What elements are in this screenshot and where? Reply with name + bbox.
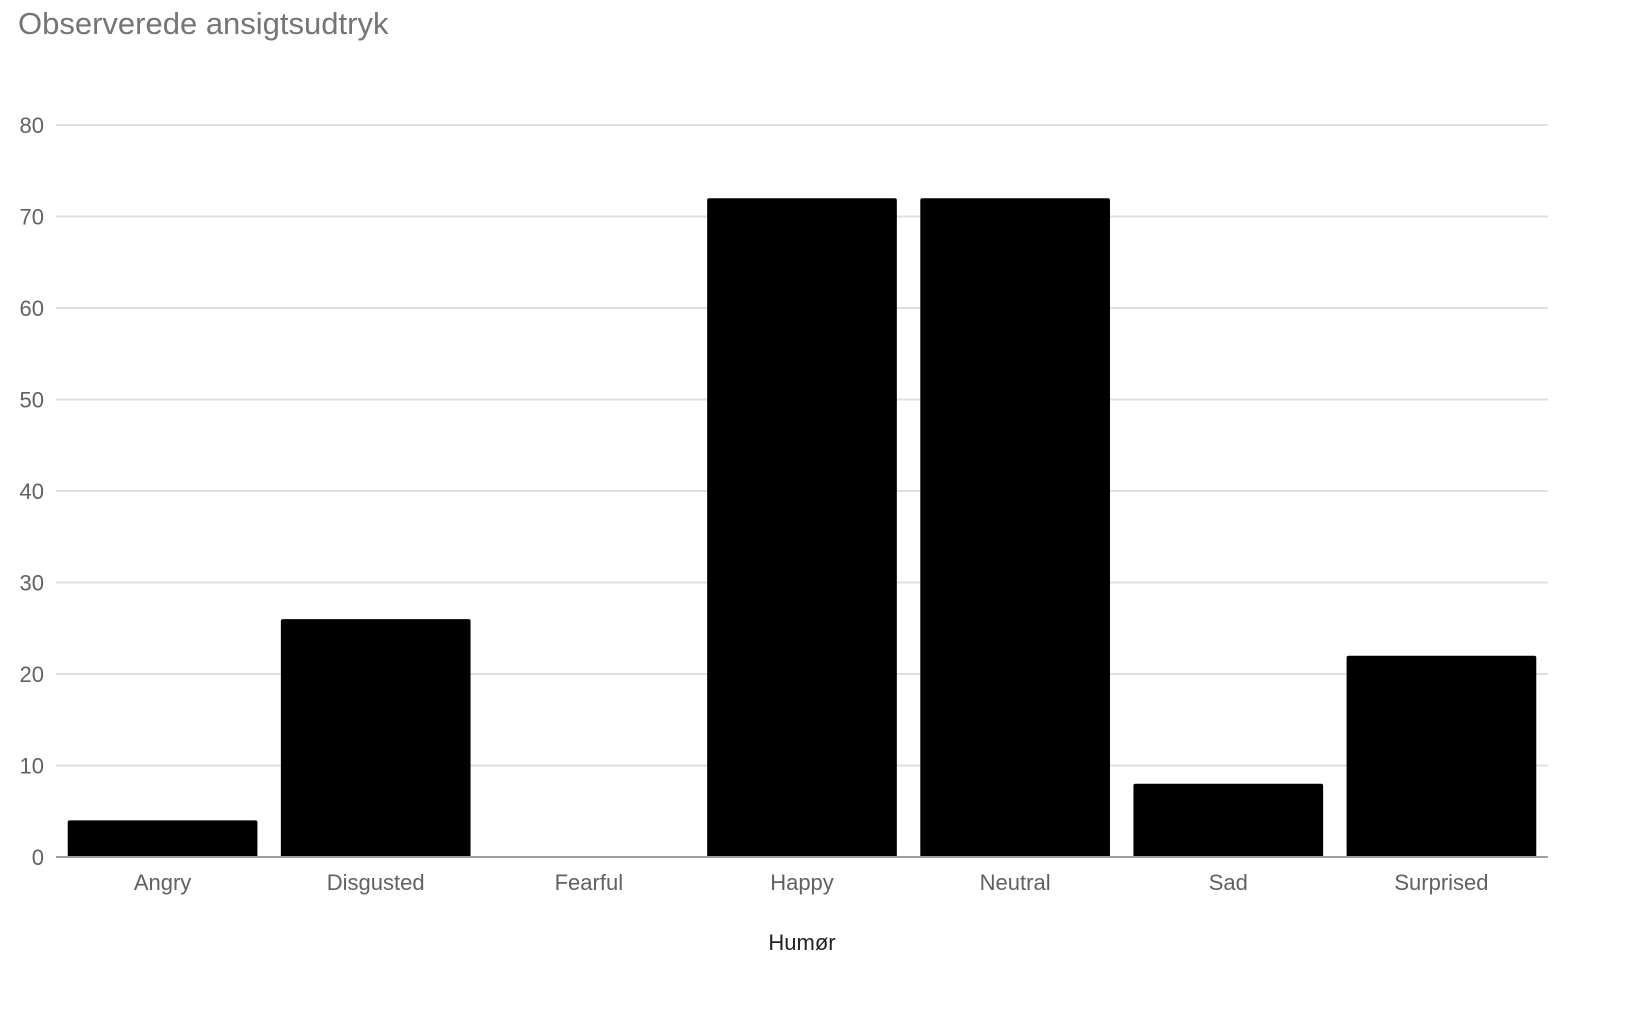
x-tick-label: Disgusted bbox=[327, 870, 425, 895]
x-tick-label: Fearful bbox=[555, 870, 623, 895]
bar-neutral bbox=[920, 198, 1110, 857]
y-tick-label: 80 bbox=[20, 113, 44, 138]
y-tick-label: 0 bbox=[32, 845, 44, 870]
y-tick-label: 30 bbox=[20, 571, 44, 596]
x-tick-label: Surprised bbox=[1394, 870, 1488, 895]
chart-title: Observerede ansigtsudtryk bbox=[18, 6, 389, 41]
bar-sad bbox=[1133, 783, 1324, 857]
x-axis-title: Humør bbox=[768, 930, 835, 955]
x-tick-label: Angry bbox=[134, 870, 191, 895]
x-tick-label: Neutral bbox=[980, 870, 1051, 895]
bar-surprised bbox=[1346, 655, 1537, 857]
bar-happy bbox=[707, 198, 897, 857]
y-tick-label: 60 bbox=[20, 296, 44, 321]
y-tick-label: 70 bbox=[20, 205, 44, 230]
bar-angry bbox=[67, 820, 258, 857]
x-tick-labels: Angry Disgusted Fearful Happy Neutral Sad Surp… bbox=[134, 870, 1489, 895]
bars bbox=[67, 198, 1537, 857]
y-tick-label: 40 bbox=[20, 479, 44, 504]
x-tick-label: Happy bbox=[770, 870, 834, 895]
y-tick-label: 20 bbox=[20, 662, 44, 687]
y-tick-labels: 0 10 20 30 40 50 60 70 80 bbox=[20, 113, 44, 870]
bar-disgusted bbox=[280, 619, 471, 857]
y-tick-label: 50 bbox=[20, 388, 44, 413]
x-tick-label: Sad bbox=[1209, 870, 1248, 895]
y-tick-label: 10 bbox=[20, 754, 44, 779]
